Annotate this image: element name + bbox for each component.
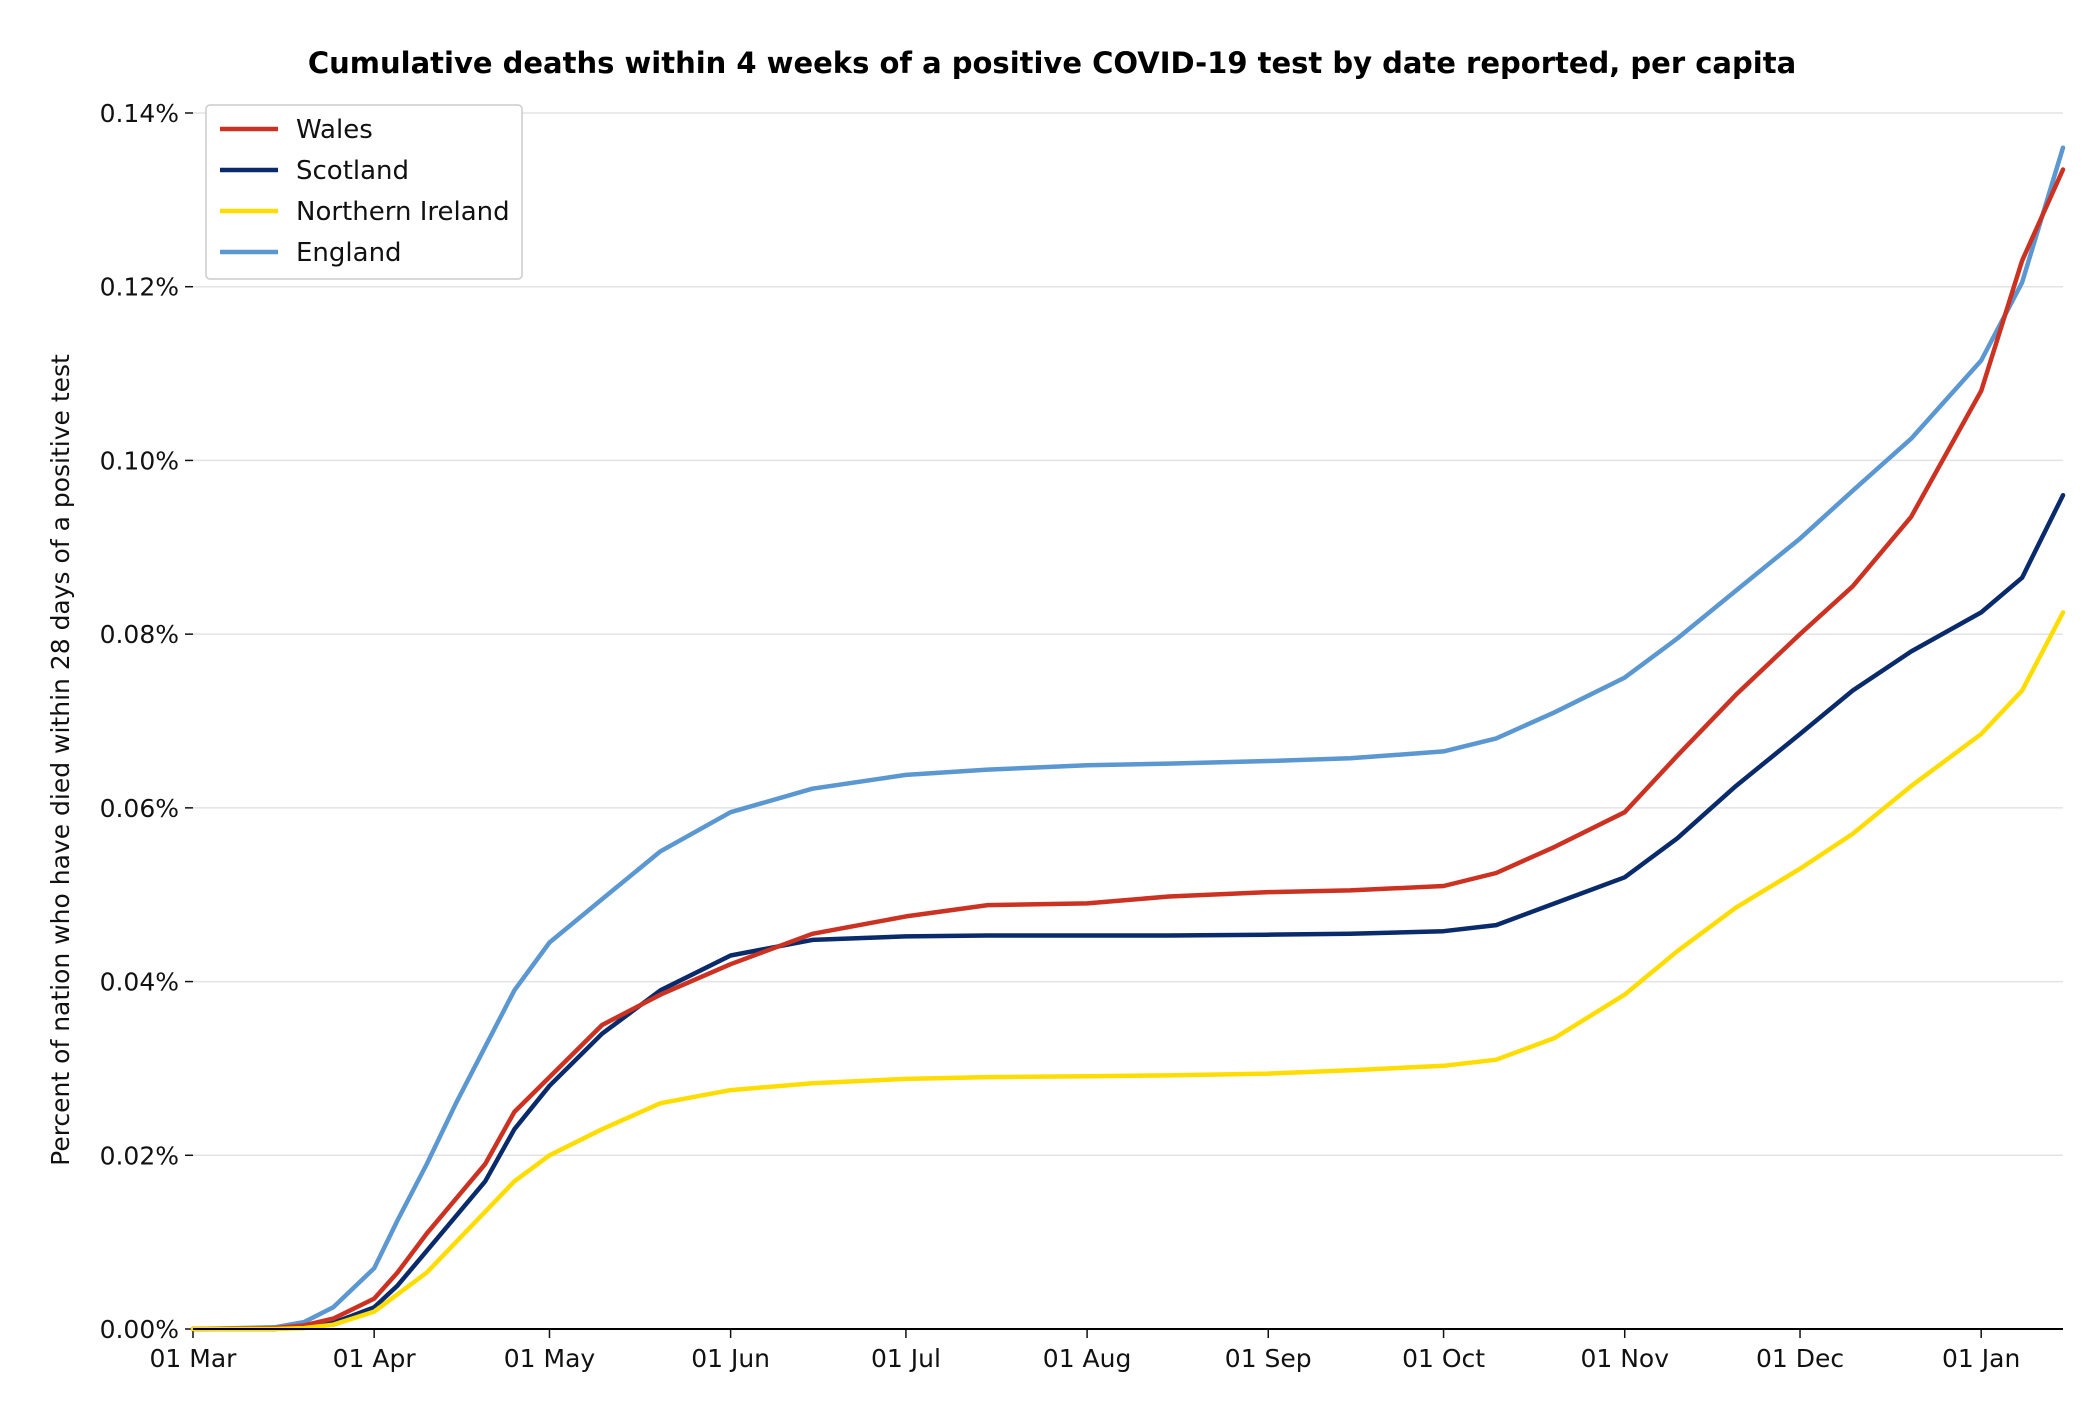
y-tick-label: 0.08% (100, 620, 179, 649)
legend-label: England (296, 238, 402, 268)
y-tick-label: 0.10% (100, 446, 179, 475)
y-tick-label: 0.14% (100, 99, 179, 128)
x-tick-label: 01 Aug (1043, 1344, 1132, 1373)
legend-label: Wales (296, 115, 373, 145)
x-tick-label: 01 Apr (333, 1344, 417, 1373)
y-tick-label: 0.00% (100, 1315, 179, 1344)
chart-title: Cumulative deaths within 4 weeks of a po… (308, 46, 1796, 80)
x-tick-label: 01 Sep (1225, 1344, 1312, 1373)
series-line-england (190, 145, 2066, 1332)
legend-label: Northern Ireland (296, 197, 510, 227)
series-line-wales (190, 167, 2066, 1332)
y-axis-ticks: 0.00% 0.02% 0.04% 0.06% 0.08% 0.10% 0.12% 0.14% (100, 99, 193, 1344)
x-tick-label: 01 Nov (1580, 1344, 1669, 1373)
y-tick-label: 0.04% (100, 968, 179, 997)
x-tick-label: 01 Jul (871, 1344, 941, 1373)
x-tick-label: 01 May (504, 1344, 596, 1373)
legend: Wales Scotland Northern Ireland England (205, 104, 523, 280)
y-axis-label: Percent of nation who have died within 2… (46, 354, 75, 1166)
x-tick-label: 01 Mar (150, 1344, 238, 1373)
y-tick-label: 0.12% (100, 273, 179, 302)
x-tick-label: 01 Oct (1402, 1344, 1485, 1373)
legend-label: Scotland (296, 156, 409, 186)
series-line-scotland (190, 492, 2066, 1332)
x-tick-label: 01 Jan (1942, 1344, 2020, 1373)
series-lines (190, 145, 2066, 1332)
x-axis-ticks: 01 Mar 01 Apr 01 May 01 Jun 01 Jul 01 Aug 01 S… (150, 1329, 2020, 1373)
legend-box (205, 104, 523, 280)
x-tick-label: 01 Dec (1756, 1344, 1844, 1373)
y-tick-label: 0.06% (100, 794, 179, 823)
y-tick-label: 0.02% (100, 1141, 179, 1170)
series-line-northern-ireland (190, 610, 2066, 1332)
x-tick-label: 01 Jun (691, 1344, 770, 1373)
